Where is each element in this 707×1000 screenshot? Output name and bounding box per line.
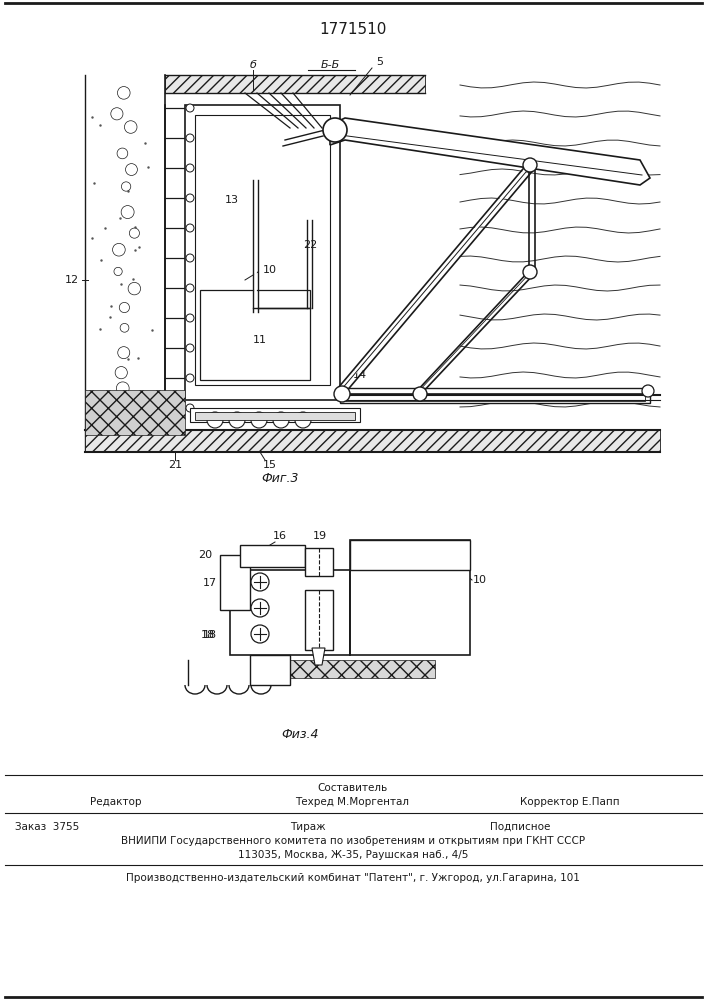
Bar xyxy=(240,545,305,567)
Text: 10: 10 xyxy=(473,575,487,585)
Text: 21: 21 xyxy=(168,460,182,470)
Text: 15: 15 xyxy=(263,460,277,470)
Bar xyxy=(230,570,350,655)
Bar xyxy=(185,105,340,400)
Bar xyxy=(250,655,290,685)
Text: 17: 17 xyxy=(203,578,217,588)
Bar xyxy=(195,115,330,385)
Circle shape xyxy=(128,282,141,295)
Circle shape xyxy=(127,427,135,435)
Bar xyxy=(85,430,660,452)
Bar xyxy=(305,590,333,650)
Bar xyxy=(270,660,435,678)
Circle shape xyxy=(273,412,289,428)
Circle shape xyxy=(413,387,427,401)
Text: 19: 19 xyxy=(313,531,327,541)
Bar xyxy=(190,408,360,422)
Circle shape xyxy=(112,402,124,414)
Circle shape xyxy=(121,206,134,219)
Text: Техред М.Моргентал: Техред М.Моргентал xyxy=(295,797,409,807)
Text: 14: 14 xyxy=(353,370,367,380)
Polygon shape xyxy=(312,648,325,665)
Circle shape xyxy=(186,254,194,262)
Bar xyxy=(350,540,470,570)
Circle shape xyxy=(186,224,194,232)
Circle shape xyxy=(111,108,123,120)
Text: Фиг.3: Фиг.3 xyxy=(262,472,299,485)
Circle shape xyxy=(117,87,130,99)
Text: 11: 11 xyxy=(253,335,267,345)
Circle shape xyxy=(120,323,129,332)
Text: 13: 13 xyxy=(225,195,239,205)
Circle shape xyxy=(117,382,129,395)
Text: 16: 16 xyxy=(273,531,287,541)
Circle shape xyxy=(207,412,223,428)
Circle shape xyxy=(186,134,194,142)
Text: Тираж: Тираж xyxy=(290,822,326,832)
Text: 1771510: 1771510 xyxy=(320,22,387,37)
Circle shape xyxy=(119,302,129,313)
Bar xyxy=(345,393,645,401)
Circle shape xyxy=(117,148,128,159)
Text: Корректор Е.Папп: Корректор Е.Папп xyxy=(520,797,619,807)
Circle shape xyxy=(126,164,137,175)
Text: 18: 18 xyxy=(201,630,215,640)
Text: 20: 20 xyxy=(198,550,212,560)
Bar xyxy=(165,75,425,93)
Circle shape xyxy=(186,104,194,112)
Circle shape xyxy=(186,314,194,322)
Bar xyxy=(195,412,355,420)
Text: ВНИИПИ Государственного комитета по изобретениям и открытиям при ГКНТ СССР: ВНИИПИ Государственного комитета по изоб… xyxy=(121,836,585,846)
Circle shape xyxy=(122,182,131,191)
Text: 18: 18 xyxy=(203,630,217,640)
Circle shape xyxy=(251,412,267,428)
Circle shape xyxy=(129,228,139,238)
Text: Редактор: Редактор xyxy=(90,797,141,807)
Circle shape xyxy=(115,367,127,379)
Circle shape xyxy=(229,412,245,428)
Circle shape xyxy=(118,347,130,359)
Bar xyxy=(200,290,310,380)
Text: Б-Б: Б-Б xyxy=(320,60,339,70)
Circle shape xyxy=(251,573,269,591)
Text: Подписное: Подписное xyxy=(490,822,550,832)
Bar xyxy=(85,390,185,435)
Text: 113035, Москва, Ж-35, Раушская наб., 4/5: 113035, Москва, Ж-35, Раушская наб., 4/5 xyxy=(238,850,468,860)
Circle shape xyxy=(186,404,194,412)
Text: 22: 22 xyxy=(303,240,317,250)
Text: 5: 5 xyxy=(377,57,383,67)
Circle shape xyxy=(251,599,269,617)
Circle shape xyxy=(323,118,347,142)
Polygon shape xyxy=(330,118,650,185)
Circle shape xyxy=(186,344,194,352)
Circle shape xyxy=(251,625,269,643)
Circle shape xyxy=(112,243,125,256)
Circle shape xyxy=(642,385,654,397)
Circle shape xyxy=(295,412,311,428)
Circle shape xyxy=(334,386,350,402)
Circle shape xyxy=(523,265,537,279)
Circle shape xyxy=(186,194,194,202)
Text: 10: 10 xyxy=(263,265,277,275)
Bar xyxy=(305,548,333,576)
Circle shape xyxy=(124,121,137,133)
Bar xyxy=(220,555,250,610)
Text: 12: 12 xyxy=(65,275,79,285)
Bar xyxy=(350,540,470,655)
Text: Производственно-издательский комбинат "Патент", г. Ужгород, ул.Гагарина, 101: Производственно-издательский комбинат "П… xyxy=(126,873,580,883)
Text: Заказ  3755: Заказ 3755 xyxy=(15,822,79,832)
Text: Физ.4: Физ.4 xyxy=(281,728,319,742)
Circle shape xyxy=(523,158,537,172)
Circle shape xyxy=(114,267,122,276)
Circle shape xyxy=(186,374,194,382)
Text: Составитель: Составитель xyxy=(318,783,388,793)
Text: б: б xyxy=(250,60,257,70)
Bar xyxy=(340,388,650,403)
Circle shape xyxy=(186,284,194,292)
Circle shape xyxy=(186,164,194,172)
